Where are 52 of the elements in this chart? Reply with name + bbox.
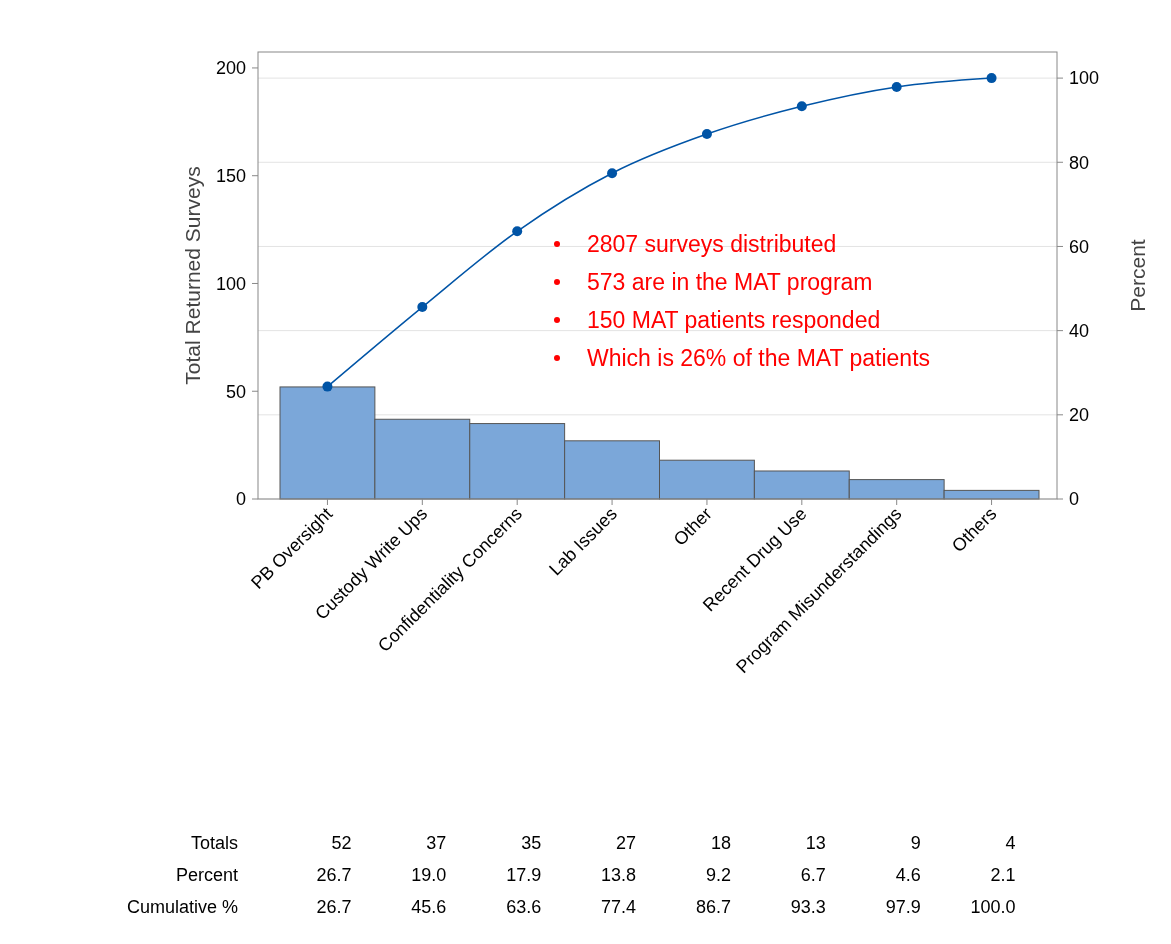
text: 86.7 [695, 897, 731, 918]
text: 26.7 [316, 897, 352, 918]
text: Totals [190, 833, 238, 854]
text: 19.0 [411, 865, 447, 886]
text: 2.1 [990, 865, 1016, 886]
text: 9 [910, 833, 921, 854]
text: Percent [175, 865, 238, 886]
point [796, 101, 807, 112]
annotation: 2807 surveys distributed [587, 231, 837, 258]
point [986, 73, 997, 84]
y2-tick-label: 0 [1069, 489, 1080, 510]
annotation: 573 are in the MAT program [587, 269, 873, 296]
text: 26.7 [316, 865, 352, 886]
text: 100.0 [970, 897, 1016, 918]
y2-tick-label: 40 [1069, 320, 1090, 341]
y2-axis-title: Percent [1126, 239, 1149, 312]
text: 13 [805, 833, 826, 854]
text: 18 [710, 833, 731, 854]
text: 45.6 [411, 897, 447, 918]
text: 93.3 [790, 897, 826, 918]
text: 52 [331, 833, 352, 854]
text: 4 [1005, 833, 1016, 854]
point [607, 168, 618, 179]
point [891, 81, 902, 92]
y-axis-title: Total Returned Surveys [181, 166, 204, 385]
text: 63.6 [506, 897, 542, 918]
text: 27 [616, 833, 637, 854]
y-tick-label: 150 [215, 166, 246, 187]
y-tick-label: 100 [215, 273, 246, 294]
text: 37 [426, 833, 447, 854]
y2-tick-label: 100 [1069, 68, 1100, 89]
y2-tick-label: 60 [1069, 236, 1090, 257]
y-tick-label: 0 [235, 489, 246, 510]
text: 97.9 [885, 897, 921, 918]
annotation: Which is 26% of the MAT patients [587, 345, 931, 372]
annotation: 150 MAT patients responded [587, 307, 881, 334]
point [417, 302, 428, 313]
y2-tick-label: 20 [1069, 405, 1090, 426]
point [512, 226, 523, 237]
point [322, 381, 333, 392]
text: 77.4 [601, 897, 637, 918]
y-tick-label: 50 [225, 381, 246, 402]
point [701, 129, 712, 140]
text: 13.8 [601, 865, 637, 886]
text: 4.6 [895, 865, 921, 886]
text: 9.2 [705, 865, 731, 886]
text: 17.9 [506, 865, 542, 886]
text: Cumulative % [126, 897, 238, 918]
y2-tick-label: 80 [1069, 152, 1090, 173]
y-tick-label: 200 [215, 58, 246, 79]
text: 35 [521, 833, 542, 854]
text: 6.7 [800, 865, 826, 886]
